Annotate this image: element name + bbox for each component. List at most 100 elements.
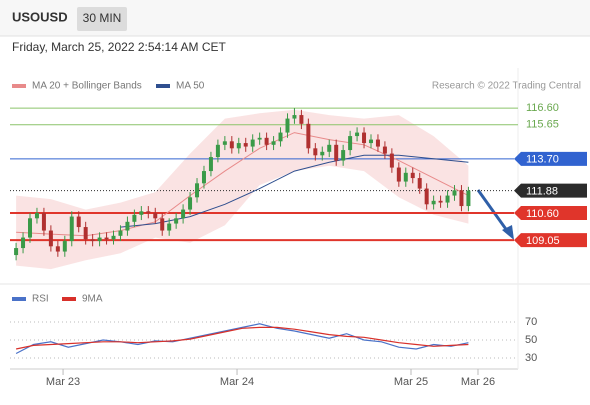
- candle-body: [229, 141, 234, 149]
- y-tick-label: 50: [525, 334, 537, 346]
- candle-body: [118, 230, 123, 236]
- y-tick-label: 30: [525, 352, 537, 364]
- interval-button[interactable]: [77, 7, 127, 31]
- level-label: 115.65: [526, 119, 559, 131]
- candle-body: [90, 239, 95, 242]
- level-label: 113.70: [526, 154, 559, 166]
- candle-body: [403, 172, 408, 182]
- candle-body: [375, 139, 380, 147]
- candle-body: [215, 144, 220, 158]
- candle-body: [146, 211, 151, 214]
- candle-body: [285, 118, 290, 133]
- candle-body: [34, 213, 39, 219]
- forecast-arrow-head: [502, 225, 514, 240]
- candle-body: [438, 200, 443, 203]
- x-tick-label: Mar 25: [394, 376, 428, 388]
- candle-body: [195, 183, 200, 198]
- candle-body: [445, 195, 450, 203]
- level-label: 110.60: [526, 208, 559, 220]
- candle-body: [417, 178, 422, 189]
- y-tick-label: 70: [525, 316, 537, 328]
- candle-body: [459, 190, 464, 207]
- symbol: USOUSD: [12, 9, 68, 24]
- candle-body: [125, 221, 130, 231]
- candle-body: [362, 132, 367, 144]
- level-label: 116.60: [526, 102, 559, 114]
- level-tag: [514, 151, 587, 166]
- candle-body: [368, 139, 373, 144]
- candle-body: [174, 218, 179, 224]
- candle-body: [306, 123, 311, 149]
- candle-body: [104, 237, 109, 240]
- level-tag: [514, 183, 587, 198]
- candle-body: [299, 115, 304, 124]
- level-label: 111.88: [526, 186, 558, 198]
- level-tag: [514, 206, 587, 221]
- candle-body: [97, 237, 102, 242]
- legend-swatch: [156, 84, 170, 88]
- candle-body: [62, 241, 67, 252]
- x-tick-label: Mar 26: [461, 376, 495, 388]
- candle-body: [188, 197, 193, 210]
- candle-body: [160, 218, 165, 231]
- legend-swatch: [12, 84, 26, 88]
- candle-body: [424, 188, 429, 205]
- candle-body: [236, 143, 241, 149]
- candle-body: [257, 137, 262, 140]
- candle-body: [389, 153, 394, 168]
- legend-label: RSI: [32, 294, 49, 305]
- legend-swatch: [62, 297, 76, 301]
- candle-body: [76, 216, 81, 228]
- level-label: 109.05: [526, 235, 560, 247]
- candle-body: [396, 167, 401, 182]
- candle-body: [410, 172, 415, 179]
- candle-body: [48, 230, 53, 247]
- candle-body: [264, 137, 269, 145]
- legend-label: 9MA: [82, 294, 103, 305]
- forecast-arrow: [476, 189, 510, 233]
- candle-body: [55, 246, 60, 252]
- candle-body: [139, 211, 144, 215]
- candle-body: [69, 216, 74, 242]
- candle-body: [292, 115, 297, 119]
- x-tick-label: Mar 23: [46, 376, 80, 388]
- candle-body: [327, 144, 332, 152]
- candle-body: [320, 151, 325, 156]
- candle-body: [250, 139, 255, 147]
- candle-body: [181, 209, 186, 219]
- candle-body: [14, 248, 19, 256]
- rsi-line: [15, 326, 469, 350]
- interval[interactable]: 30 MIN: [83, 11, 122, 25]
- moving-average: [120, 154, 469, 228]
- candle-body: [111, 235, 116, 240]
- candle-body: [466, 190, 471, 207]
- candle-body: [153, 213, 158, 219]
- candle-body: [83, 227, 88, 240]
- candle-body: [41, 213, 46, 231]
- candle-body: [222, 141, 227, 145]
- candle-body: [382, 146, 387, 154]
- candle-body: [208, 157, 213, 172]
- legend-label: MA 50: [176, 81, 205, 92]
- candle-body: [201, 171, 206, 184]
- level-tag: [514, 233, 587, 248]
- candle-body: [452, 190, 457, 196]
- candle-body: [271, 141, 276, 145]
- candle-body: [243, 143, 248, 147]
- legend-label: MA 20 + Bollinger Bands: [32, 81, 142, 92]
- legend-swatch: [12, 297, 26, 301]
- candle-body: [431, 200, 436, 205]
- candle-body: [28, 218, 33, 238]
- candle-body: [21, 237, 26, 249]
- x-tick-label: Mar 24: [220, 376, 254, 388]
- candle-body: [167, 223, 172, 231]
- credit: Research © 2022 Trading Central: [432, 81, 581, 92]
- candle-body: [355, 132, 360, 137]
- candle-body: [334, 144, 339, 161]
- candle-body: [313, 148, 318, 156]
- candle-body: [278, 132, 283, 142]
- candle-body: [341, 150, 346, 161]
- candle-body: [348, 136, 353, 151]
